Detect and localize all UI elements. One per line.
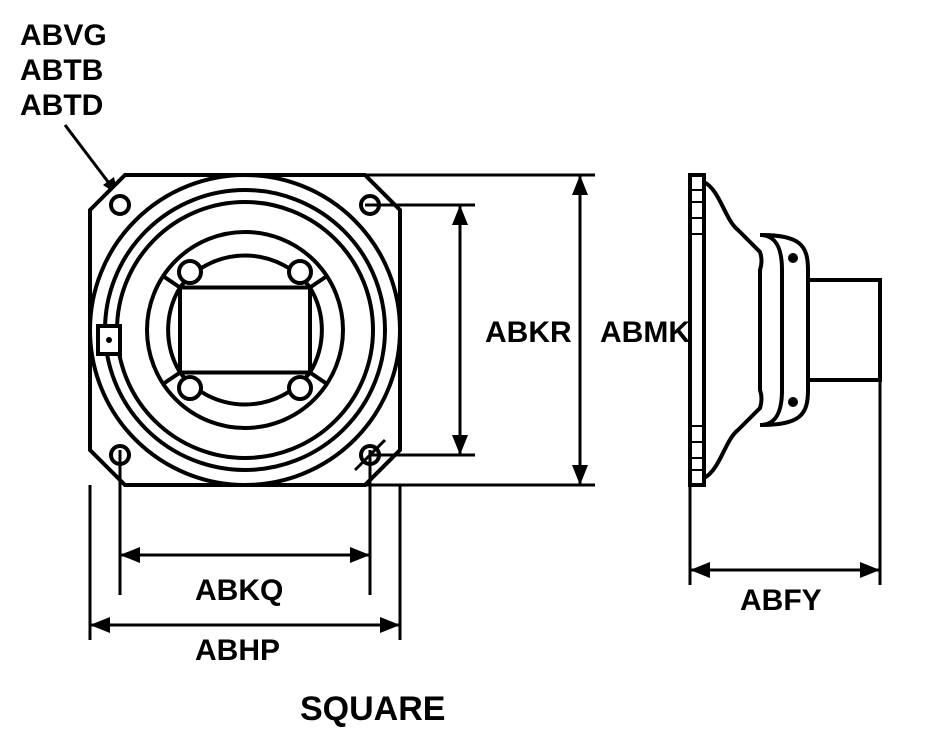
side-magnet [808, 280, 880, 380]
label-abkq: ABKQ [195, 574, 283, 607]
dim-abhp [90, 485, 400, 640]
front-view [90, 175, 400, 485]
basket-hole [289, 377, 311, 399]
terminal [98, 326, 120, 354]
side-flange [690, 175, 704, 485]
label-abhp: ABHP [195, 634, 280, 667]
label-abmk: ABMK [600, 316, 690, 349]
diagram-title: SQUARE [300, 690, 445, 728]
label-abkr: ABKR [485, 316, 572, 349]
side-view [690, 175, 880, 485]
label-abtd: ABTD [20, 89, 103, 122]
magnet-plate [180, 288, 310, 373]
basket-hole [179, 261, 201, 283]
side-cone [704, 182, 762, 478]
label-abtb: ABTB [20, 54, 103, 87]
side-bracket [760, 235, 808, 425]
leader-arrow [65, 125, 118, 195]
basket-hole [289, 261, 311, 283]
label-abfy: ABFY [740, 584, 822, 617]
label-abvg: ABVG [20, 19, 107, 52]
basket-hole [179, 377, 201, 399]
technical-diagram: ABVG ABTB ABTD [0, 0, 943, 739]
mount-hole [111, 196, 129, 214]
